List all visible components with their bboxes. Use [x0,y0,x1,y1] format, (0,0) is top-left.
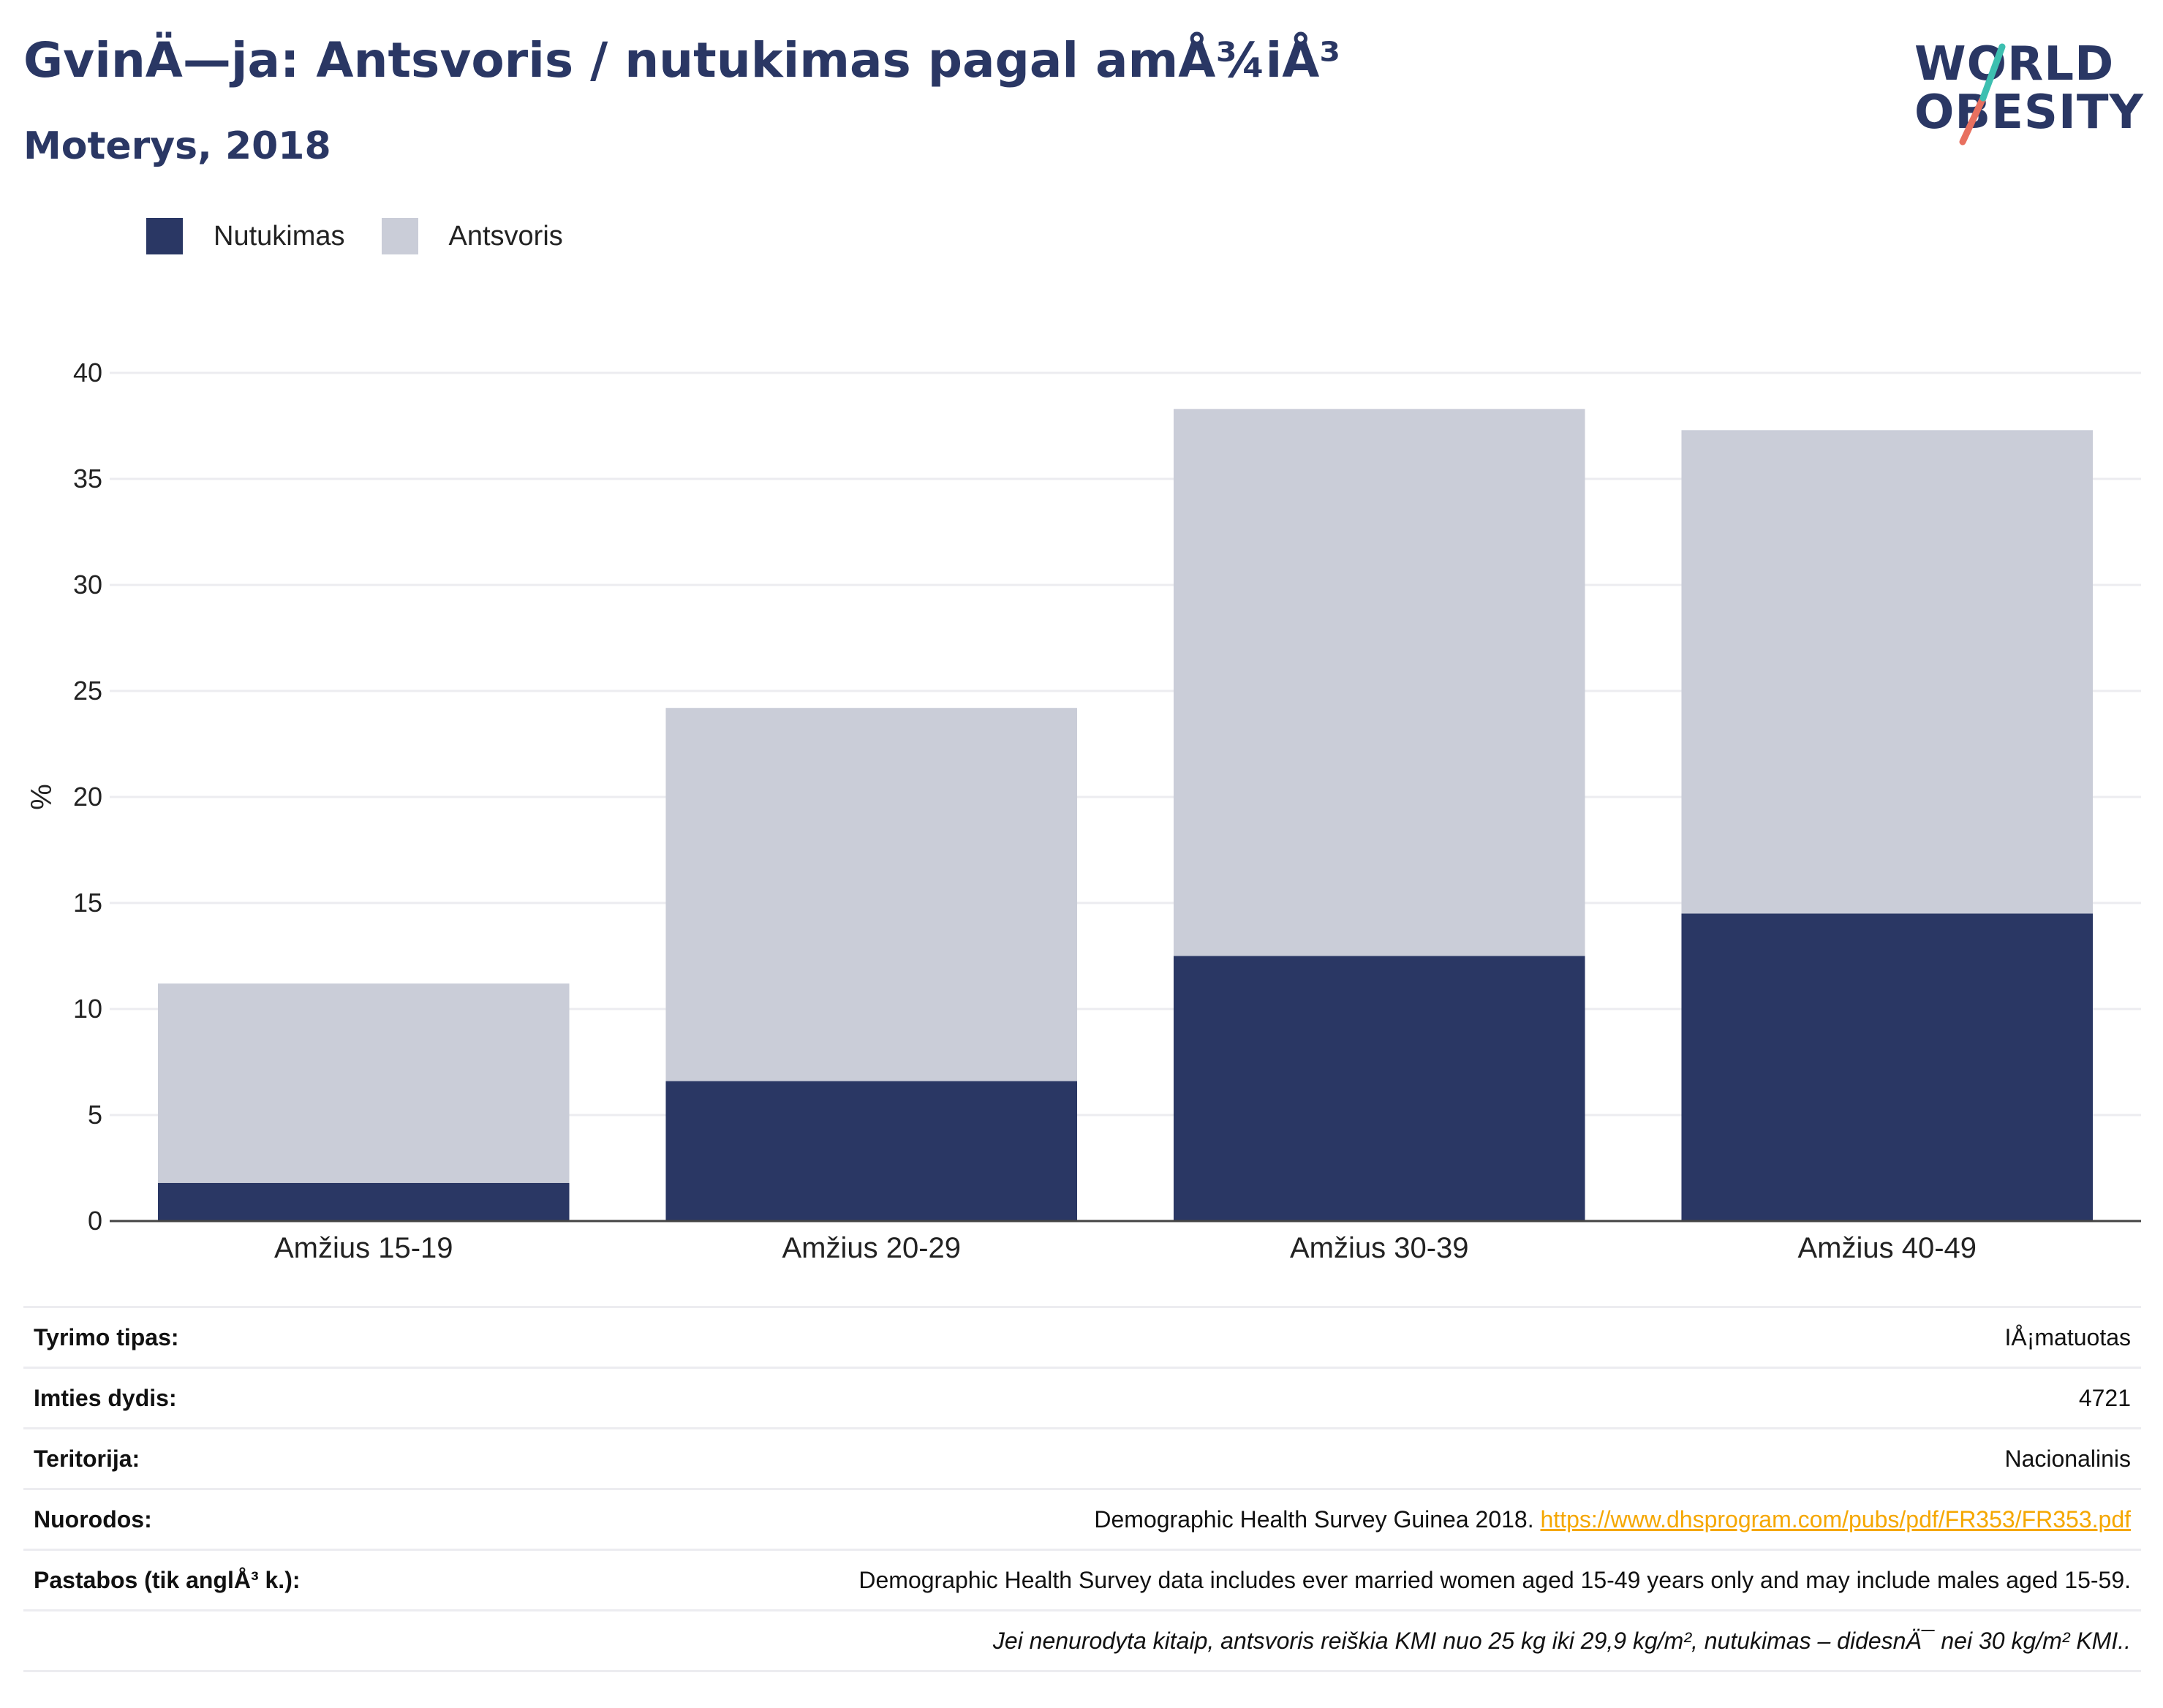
logo-line-1: WORLD [1914,37,2115,91]
logo-line-2: OBESITY [1914,86,2144,140]
bar-overweight [665,708,1078,1081]
y-tick-label: 10 [73,994,102,1024]
logo-slash-icon [1959,43,2006,146]
bar-obesity [1173,956,1585,1221]
definition-footnote: Jei nenurodyta kitaip, antsvoris reiškia… [992,1627,2131,1654]
info-value: Nacionalinis [2004,1445,2131,1472]
x-tick-label: Amžius 30-39 [1290,1232,1469,1264]
legend-swatch-obesity [146,218,183,254]
y-tick-label: 15 [73,888,102,918]
y-tick-label: 40 [73,358,102,388]
legend-item-obesity[interactable]: Nutukimas [146,218,345,254]
bar-obesity [665,1081,1078,1221]
reference-text: Demographic Health Survey Guinea 2018. [1094,1505,1534,1533]
info-row-footnote: Jei nenurodyta kitaip, antsvoris reiškia… [23,1611,2141,1672]
y-tick-label: 25 [73,676,102,706]
legend-label-obesity: Nutukimas [214,220,345,252]
info-row-survey-type: Tyrimo tipas: IÅ¡matuotas [23,1308,2141,1369]
bar-obesity [157,1182,570,1221]
y-tick-label: 20 [73,782,102,812]
bar-overweight [157,983,570,1183]
info-table: Tyrimo tipas: IÅ¡matuotas Imties dydis: … [23,1306,2141,1672]
info-key: Nuorodos: [34,1505,152,1533]
bar-overweight [1173,409,1585,956]
info-row-notes: Pastabos (tik anglÅ³ k.): Demographic He… [23,1551,2141,1611]
chart-subtitle: Moterys, 2018 [23,124,331,168]
y-tick-label: 35 [73,464,102,494]
info-row-references: Nuorodos: Demographic Health Survey Guin… [23,1490,2141,1551]
reference-link[interactable]: https://www.dhsprogram.com/pubs/pdf/FR35… [1540,1505,2132,1533]
stacked-bar-chart: 0 5 10 15 20 25 30 35 40% Amžius 15-19 Amžius 20-2… [26,358,2141,1264]
info-key: Pastabos (tik anglÅ³ k.): [34,1566,301,1593]
chart-title: GvinÄ—ja: Antsvoris / nutukimas pagal am… [23,32,1341,88]
bar-overweight [1681,430,2094,914]
world-obesity-logo: WORLD OBESITY [1901,22,2150,154]
x-tick-label: Amžius 15-19 [274,1232,453,1264]
y-tick-label: 5 [88,1100,102,1130]
info-row-sample-size: Imties dydis: 4721 [23,1369,2141,1429]
info-value: IÅ¡matuotas [2004,1323,2131,1350]
info-row-territory: Teritorija: Nacionalinis [23,1429,2141,1490]
chart-legend: Nutukimas Antsvoris [146,216,600,256]
info-value: Demographic Health Survey Guinea 2018. h… [1094,1506,2131,1533]
info-value: Demographic Health Survey data includes … [858,1566,2131,1593]
bar-obesity [1681,913,2094,1221]
legend-label-overweight: Antsvoris [448,220,563,252]
info-value: 4721 [2078,1384,2131,1411]
info-key: Imties dydis: [34,1384,177,1411]
legend-item-overweight[interactable]: Antsvoris [381,218,563,254]
info-key: Tyrimo tipas: [34,1323,179,1350]
x-tick-label: Amžius 40-49 [1797,1232,1977,1264]
y-tick-label: 30 [73,570,102,600]
y-axis-label: % [26,784,58,810]
y-tick-label: 0 [88,1206,102,1236]
x-tick-label: Amžius 20-29 [782,1232,961,1264]
info-key: Teritorija: [34,1445,140,1472]
legend-swatch-overweight [381,218,418,254]
